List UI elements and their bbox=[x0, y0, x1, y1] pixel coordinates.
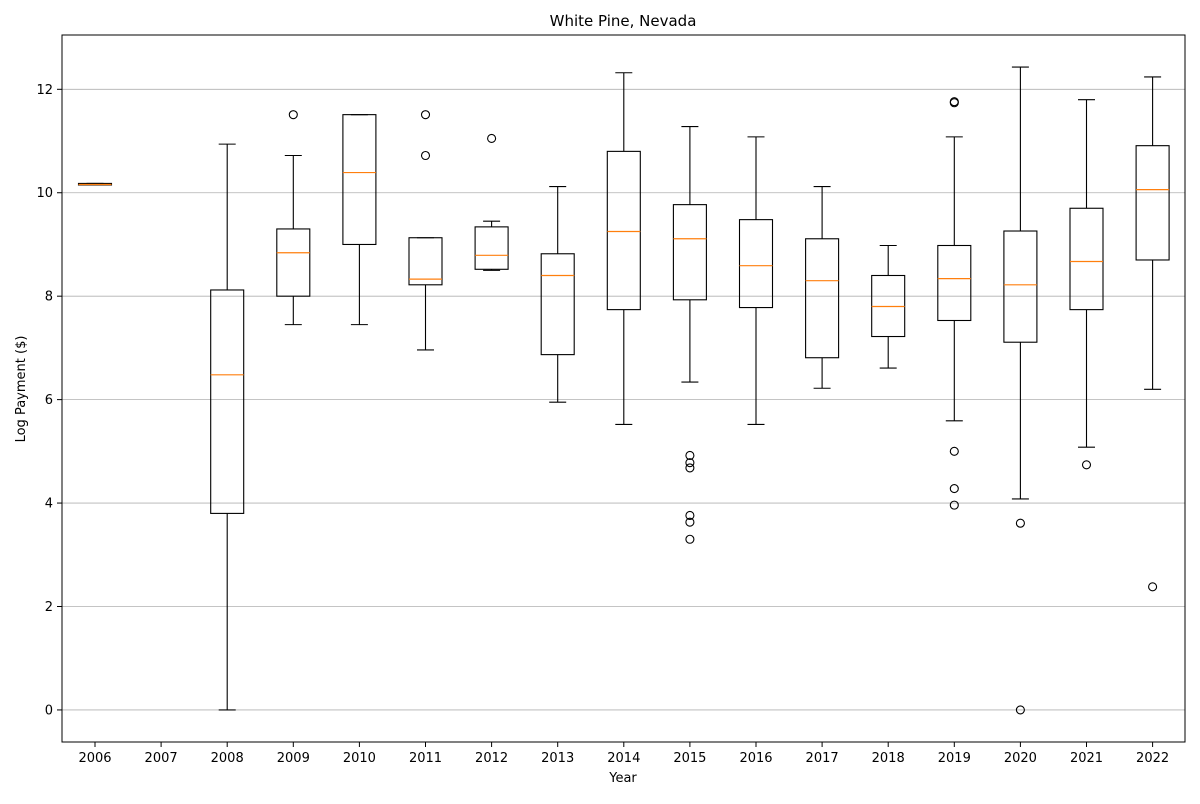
x-tick-label: 2012 bbox=[475, 751, 508, 766]
y-tick-label: 6 bbox=[45, 393, 53, 408]
iqr-box bbox=[276, 228, 311, 297]
x-tick-label: 2021 bbox=[1070, 751, 1103, 766]
y-tick-label: 8 bbox=[45, 290, 53, 305]
box-2013 bbox=[540, 185, 575, 403]
outlier-point bbox=[420, 150, 431, 161]
outlier-point bbox=[1015, 518, 1025, 528]
x-tick-label: 2010 bbox=[343, 751, 376, 766]
x-tick-label: 2007 bbox=[145, 751, 178, 766]
x-tick-label: 2022 bbox=[1136, 751, 1169, 766]
outlier-point bbox=[1081, 460, 1092, 470]
box-2021 bbox=[1069, 99, 1104, 470]
grid-layer bbox=[62, 88, 1185, 711]
plot-frame bbox=[61, 34, 1186, 743]
outlier-point bbox=[288, 110, 298, 120]
outlier-point bbox=[1015, 705, 1025, 715]
iqr-box bbox=[408, 237, 443, 286]
box-2018 bbox=[871, 244, 906, 369]
box-layer bbox=[77, 66, 1170, 715]
y-tick-label: 4 bbox=[45, 497, 53, 512]
box-2020 bbox=[1003, 66, 1038, 715]
outlier-point bbox=[949, 500, 959, 510]
outlier-point bbox=[487, 133, 497, 143]
iqr-box bbox=[738, 219, 774, 309]
x-tick-label: 2009 bbox=[277, 751, 310, 766]
x-tick-label: 2013 bbox=[541, 751, 574, 766]
box-2010 bbox=[342, 114, 377, 326]
outlier-point bbox=[685, 458, 695, 468]
y-tick-label: 0 bbox=[45, 703, 53, 718]
y-tick-label: 10 bbox=[36, 186, 53, 201]
outlier-point bbox=[949, 97, 959, 107]
box-2022 bbox=[1135, 76, 1170, 592]
x-tick-label: 2008 bbox=[211, 751, 244, 766]
y-tick-label: 2 bbox=[45, 600, 53, 615]
x-tick-label: 2018 bbox=[872, 751, 905, 766]
x-tick-label: 2020 bbox=[1004, 751, 1037, 766]
iqr-box bbox=[1003, 230, 1038, 343]
outlier-point bbox=[685, 534, 695, 544]
x-tick-label: 2016 bbox=[739, 751, 772, 766]
x-axis-label: Year bbox=[608, 771, 637, 786]
iqr-box bbox=[1069, 207, 1104, 311]
outlier-point bbox=[685, 463, 695, 473]
outlier-point bbox=[1148, 582, 1158, 592]
iqr-box bbox=[1135, 145, 1170, 261]
axis-layer: 0 2 4 6 8 10 12 2006 2007 2008 2009 2010 2011 2012 201… bbox=[36, 83, 1169, 766]
iqr-box bbox=[540, 253, 575, 356]
iqr-box bbox=[805, 238, 840, 359]
box-2017 bbox=[805, 185, 840, 389]
x-tick-label: 2015 bbox=[673, 751, 706, 766]
y-tick-label: 12 bbox=[36, 83, 53, 98]
iqr-box bbox=[342, 114, 377, 246]
iqr-box bbox=[672, 204, 707, 301]
iqr-box bbox=[210, 289, 245, 514]
box-2012 bbox=[474, 133, 509, 271]
iqr-box bbox=[474, 226, 509, 270]
box-2019 bbox=[937, 97, 972, 510]
box-2016 bbox=[738, 136, 774, 425]
box-2009 bbox=[276, 110, 311, 326]
x-tick-label: 2017 bbox=[806, 751, 839, 766]
x-tick-label: 2006 bbox=[78, 751, 111, 766]
box-2014 bbox=[606, 72, 641, 425]
chart-title: White Pine, Nevada bbox=[550, 12, 697, 30]
box-2006 bbox=[77, 182, 113, 186]
outlier-point bbox=[685, 517, 695, 527]
box-2015 bbox=[672, 125, 707, 544]
x-tick-label: 2011 bbox=[409, 751, 442, 766]
iqr-box bbox=[937, 244, 972, 322]
outlier-point bbox=[685, 450, 695, 461]
outlier-point bbox=[420, 110, 431, 120]
box-2011 bbox=[408, 110, 443, 351]
outlier-point bbox=[685, 510, 695, 521]
iqr-box bbox=[606, 150, 641, 311]
x-tick-label: 2014 bbox=[607, 751, 640, 766]
outlier-point bbox=[949, 446, 959, 456]
x-tick-label: 2019 bbox=[938, 751, 971, 766]
outlier-point bbox=[949, 484, 959, 494]
box-2008 bbox=[210, 143, 245, 711]
y-axis-label: Log Payment ($) bbox=[14, 336, 29, 443]
